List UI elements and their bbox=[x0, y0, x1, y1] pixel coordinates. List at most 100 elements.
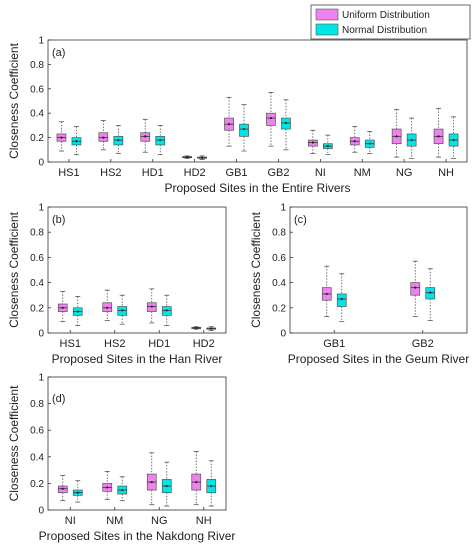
panel-d-y-tick-label: 0.2 bbox=[30, 479, 44, 490]
panel-a-nm-normal-box bbox=[364, 131, 375, 154]
panel-d-nm-uniform-box bbox=[102, 471, 113, 500]
panel-a-x-axis-label: Proposed Sites in the Entire Rivers bbox=[164, 181, 350, 195]
panel-b-x-tick-label: HD1 bbox=[148, 338, 170, 350]
panel-b-hd1-uniform-mean-dot bbox=[150, 305, 153, 308]
legend: Uniform Distribution Normal Distribution bbox=[310, 4, 471, 40]
panel-b-y-tick-label: 0 bbox=[38, 329, 44, 340]
panel-b-y-axis-label: Closeness Coefficient bbox=[7, 211, 21, 328]
panel-c-gb2-uniform-iqr-rect bbox=[410, 282, 421, 296]
panel-a-boxes bbox=[56, 92, 459, 160]
panel-a-ng-uniform-mean-dot bbox=[395, 135, 398, 138]
panel-a-hs1-normal-box bbox=[71, 126, 82, 156]
panel-b-label: (b) bbox=[52, 214, 65, 226]
panel-d-nh-uniform-mean-dot bbox=[195, 480, 198, 484]
panel-a-hd2-uniform-mean-dot bbox=[186, 156, 189, 159]
panel-a-nh-uniform-box bbox=[433, 107, 444, 158]
panel-a-hd2-normal-box bbox=[197, 155, 207, 160]
panel-d-x-axis-label: Proposed Sites in the Nakdong River bbox=[39, 529, 236, 543]
panel-c-x-tick-label: GB2 bbox=[412, 338, 434, 350]
panel-b-hs1-uniform-mean-dot bbox=[61, 306, 64, 309]
panel-a-x-tick-label: HS1 bbox=[58, 167, 79, 179]
legend-label-uniform: Uniform Distribution bbox=[342, 10, 430, 21]
panel-d-nm-normal-mean-dot bbox=[121, 488, 124, 492]
panel-a-gb1-normal-iqr-rect bbox=[239, 123, 249, 137]
panel-d-ng-normal-mean-dot bbox=[165, 484, 168, 488]
panel-b-y-tick-label: 1 bbox=[38, 203, 44, 214]
panel-a-hs1-uniform-mean-dot bbox=[60, 136, 63, 139]
panel-a-y-tick-label: 0.8 bbox=[30, 60, 44, 71]
panel-d-x-tick-label: NI bbox=[65, 515, 76, 527]
panel-d-y-tick-label: 0.6 bbox=[30, 426, 44, 437]
panel-c-label: (c) bbox=[294, 214, 307, 226]
panel-a-hd1-uniform-box bbox=[140, 118, 151, 153]
panel-a-hs2-normal-box bbox=[113, 125, 124, 154]
panel-a-x-tick-label: HD1 bbox=[142, 167, 164, 179]
panel-c-y-tick-label: 1 bbox=[280, 203, 286, 214]
panel-a-gb2-uniform-box bbox=[266, 92, 276, 147]
legend-swatch-normal bbox=[315, 23, 339, 36]
panel-d-y-tick-label: 1 bbox=[38, 373, 44, 384]
panel-a-y-tick-label: 0.2 bbox=[30, 133, 44, 144]
panel-a-ng-normal-mean-dot bbox=[410, 138, 413, 142]
panel-a-hs2-uniform-mean-dot bbox=[102, 136, 105, 139]
panel-b-hs2-uniform-mean-dot bbox=[106, 306, 109, 309]
panel-b-hs2-normal-box bbox=[117, 294, 128, 325]
panel-a-ni-uniform-box bbox=[308, 129, 318, 154]
panel-d-ng-uniform-box bbox=[146, 452, 157, 506]
panel-a-y-axis-label: Closeness Coefficient bbox=[7, 42, 21, 159]
panel-a-gb1-uniform-box bbox=[224, 96, 234, 147]
panel-d-boxes bbox=[57, 451, 217, 507]
panel-a-hd2-normal-mean-dot bbox=[201, 156, 204, 159]
panel-d-x-ticks: NI NM NG NH bbox=[65, 507, 212, 527]
panel-a-y-tick-label: 0.4 bbox=[30, 109, 44, 120]
panel-a-hs1-normal-mean-dot bbox=[75, 140, 78, 143]
panel-d-nh-normal-mean-dot bbox=[210, 484, 213, 488]
panel-c-y-axis-label: Closeness Coefficient bbox=[249, 211, 263, 328]
panel-c-gb1-normal-mean-dot bbox=[340, 297, 343, 301]
panel-a-hs2-normal-mean-dot bbox=[117, 138, 120, 142]
panel-a-nm-uniform-mean-dot bbox=[353, 140, 356, 143]
panel-d-ni-normal-box bbox=[72, 480, 83, 503]
panel-b-x-ticks: HS1 HS2 HD1 HD2 bbox=[60, 330, 215, 350]
panel-a-nh-normal-mean-dot bbox=[452, 138, 455, 142]
panel-d-nm-uniform-mean-dot bbox=[106, 486, 109, 489]
panel-b-axes-frame bbox=[47, 206, 227, 334]
panel-a-nh-normal-box bbox=[448, 116, 459, 159]
panel-b-boxes bbox=[57, 288, 217, 331]
panel-c-gb2-uniform-mean-dot bbox=[414, 286, 417, 289]
panel-b-hd1-uniform-box bbox=[146, 288, 157, 324]
panel-a-y-tick-label: 0.6 bbox=[30, 84, 44, 95]
panel-b-y-tick-label: 0.6 bbox=[30, 253, 44, 264]
panel-a-gb1-normal-box bbox=[239, 104, 249, 152]
panel-a-gb2-uniform-iqr-rect bbox=[266, 112, 276, 126]
panel-a-x-tick-label: NH bbox=[438, 167, 454, 179]
panel-d-ng-normal-box bbox=[161, 461, 172, 507]
panel-b-y-tick-label: 0.4 bbox=[30, 278, 44, 289]
panel-d-ni-uniform-box bbox=[57, 475, 68, 502]
panel-d-nm-normal-box bbox=[117, 476, 128, 502]
panel-b-x-axis-label: Proposed Sites in the Han River bbox=[52, 352, 223, 366]
panel-a-nm-normal-mean-dot bbox=[368, 142, 371, 145]
panel-b-hd2-uniform-box bbox=[191, 326, 202, 330]
panel-d-axes-frame bbox=[47, 376, 227, 511]
panel-a-ni-normal-mean-dot bbox=[326, 145, 329, 148]
panel-a-ni-normal-box bbox=[323, 134, 333, 156]
panel-c-y-tick-label: 0.4 bbox=[272, 278, 286, 289]
panel-d-nh-normal-box bbox=[206, 460, 217, 507]
panel-a-gb1-uniform-mean-dot bbox=[227, 123, 231, 126]
panel-a-x-tick-label: NM bbox=[354, 167, 371, 179]
panel-a-gb2-uniform-mean-dot bbox=[269, 116, 273, 120]
panel-c-x-tick-label: GB1 bbox=[323, 338, 345, 350]
panel-c-x-axis-label: Proposed Sites in the Geum River bbox=[288, 352, 469, 366]
panel-d-x-tick-label: NH bbox=[196, 515, 212, 527]
panel-a-x-tick-label: HS2 bbox=[100, 167, 121, 179]
panel-a-gb2-normal-mean-dot bbox=[284, 121, 288, 125]
panel-d-nh-uniform-box bbox=[191, 451, 202, 506]
panel-d-y-tick-label: 0 bbox=[38, 506, 44, 517]
panel-b-hd2-normal-mean-dot bbox=[210, 327, 213, 330]
panel-c-boxes bbox=[321, 260, 436, 323]
panel-b-hd1-normal-box bbox=[161, 294, 172, 326]
panel-b-y-tick-label: 0.2 bbox=[30, 303, 44, 314]
panel-d-nakdong-river: 0 0.2 0.4 0.6 0.8 1 NI NM NG NH (d) Proposed Sit… bbox=[7, 373, 235, 544]
panel-b-hs2-normal-mean-dot bbox=[121, 309, 124, 312]
